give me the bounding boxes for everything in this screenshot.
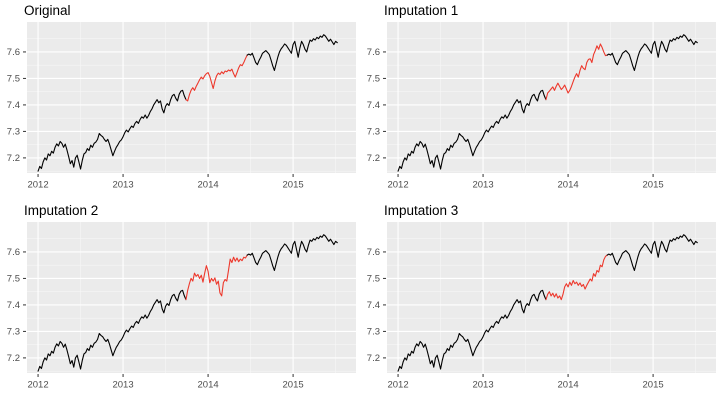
x-tick-label: 2013 [112, 180, 133, 191]
x-tick-label: 2015 [643, 180, 664, 191]
y-tick-label: 7.6 [7, 47, 20, 58]
series-black-post-gap [246, 234, 338, 272]
panel-imputation-2: Imputation 2 2012 2013 2014 2015 7.2 7.3 7.4 7.… [0, 200, 360, 400]
y-tick-label: 7.3 [367, 127, 380, 138]
y-tick-label: 7.3 [367, 327, 380, 338]
plot-imputation-3: 2012 2013 2014 2015 7.2 7.3 7.4 7.5 7.6 [367, 222, 716, 391]
series-black-post-gap [606, 234, 698, 272]
y-tick-label: 7.5 [367, 274, 380, 285]
series-red-imputed [545, 43, 608, 101]
series-red-imputed [545, 254, 608, 301]
x-tick-label: 2012 [27, 180, 48, 191]
y-tick-label: 7.2 [367, 353, 380, 364]
y-tick-label: 7.2 [367, 153, 380, 164]
y-tick-label: 7.5 [7, 274, 20, 285]
series-black-pre-gap [37, 289, 187, 372]
x-tick-label: 2015 [283, 180, 304, 191]
x-tick-label: 2015 [283, 380, 304, 391]
y-tick-label: 7.6 [7, 247, 20, 258]
y-tick-label: 7.6 [367, 47, 380, 58]
plot-original: 2012 2013 2014 2015 7.2 7.3 7.4 7.5 7.6 [7, 22, 356, 191]
x-tick-label: 2015 [643, 380, 664, 391]
y-tick-label: 7.4 [7, 100, 20, 111]
series-red-imputed [185, 54, 248, 102]
series-red-imputed [185, 254, 248, 301]
y-tick-label: 7.5 [367, 74, 380, 85]
y-tick-label: 7.4 [7, 300, 20, 311]
panel-background [27, 22, 356, 173]
panel-original: Original 2012 2013 2014 2015 7.2 7.3 7.4 7.5 7.6 [0, 0, 360, 200]
y-tick-label: 7.4 [367, 100, 380, 111]
panel-imputation-3: Imputation 3 2012 2013 2014 2015 7.2 7.3 7.4 7.… [360, 200, 720, 400]
x-tick-label: 2014 [198, 380, 219, 391]
series-black-post-gap [606, 34, 698, 72]
x-tick-label: 2014 [198, 180, 219, 191]
panel-background [387, 222, 716, 373]
panel-title-imputation-1: Imputation 1 [384, 3, 459, 18]
series-black-pre-gap [397, 289, 547, 372]
x-tick-label: 2013 [112, 380, 133, 391]
series-black-post-gap [246, 34, 338, 72]
x-tick-label: 2013 [472, 180, 493, 191]
panel-imputation-1: Imputation 1 2012 2013 2014 2015 7.2 7.3 7.4 7.… [360, 0, 720, 200]
y-tick-label: 7.5 [7, 74, 20, 85]
series-black-pre-gap [397, 89, 547, 172]
y-tick-label: 7.3 [7, 127, 20, 138]
y-tick-label: 7.3 [7, 327, 20, 338]
plot-imputation-2: 2012 2013 2014 2015 7.2 7.3 7.4 7.5 7.6 [7, 222, 356, 391]
panel-title-imputation-3: Imputation 3 [384, 203, 459, 218]
y-tick-label: 7.4 [367, 300, 380, 311]
panel-title-original: Original [24, 3, 71, 18]
x-tick-label: 2012 [27, 380, 48, 391]
y-tick-label: 7.2 [7, 353, 20, 364]
x-tick-label: 2012 [387, 380, 408, 391]
x-tick-label: 2014 [558, 380, 579, 391]
panel-background [387, 22, 716, 173]
y-tick-label: 7.6 [367, 247, 380, 258]
panel-title-imputation-2: Imputation 2 [24, 203, 99, 218]
x-tick-label: 2013 [472, 380, 493, 391]
y-tick-label: 7.2 [7, 153, 20, 164]
series-black-pre-gap [37, 89, 187, 172]
x-tick-label: 2012 [387, 180, 408, 191]
panel-background [27, 222, 356, 373]
x-tick-label: 2014 [558, 180, 579, 191]
plot-imputation-1: 2012 2013 2014 2015 7.2 7.3 7.4 7.5 7.6 [367, 22, 716, 191]
